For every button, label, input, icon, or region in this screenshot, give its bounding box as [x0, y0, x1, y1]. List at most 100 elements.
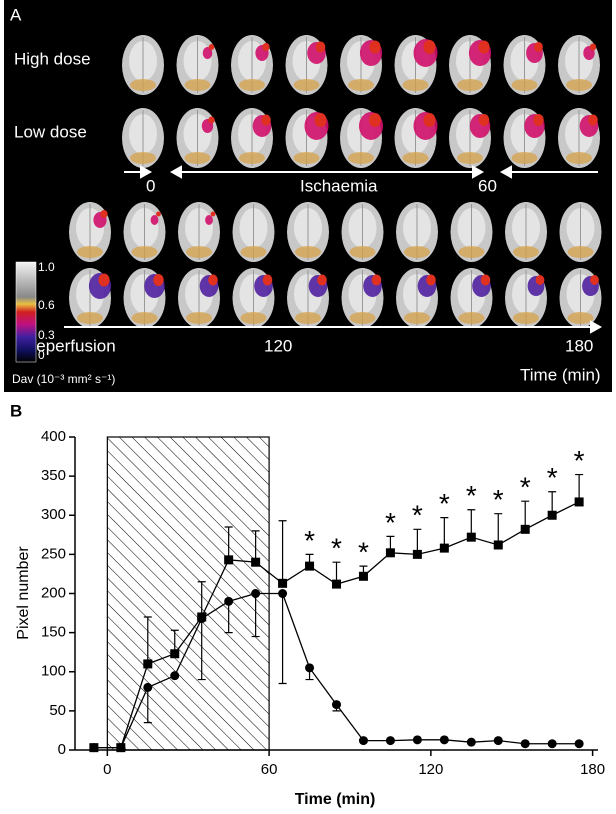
row-label: High dose [14, 49, 91, 68]
significance-mark: * [439, 488, 450, 519]
y-tick-label: 300 [41, 506, 66, 523]
brain-lower [293, 79, 320, 91]
error-bar [440, 516, 449, 549]
y-tick-label: 400 [41, 428, 66, 445]
marker [278, 589, 288, 598]
x-tick-label: 60 [261, 761, 278, 778]
axis-label: 120 [264, 336, 292, 355]
y-tick-label: 0 [58, 741, 66, 758]
marker [520, 524, 530, 534]
lesion-rim [98, 273, 110, 287]
brain-lower [240, 312, 267, 324]
brain-lower [131, 246, 158, 258]
brain-lower [402, 152, 429, 164]
error-bar [224, 526, 233, 560]
y-tick-label: 350 [41, 467, 66, 484]
marker [170, 649, 180, 659]
significance-mark: * [493, 484, 504, 515]
significance-mark: * [385, 507, 396, 538]
significance-mark: * [547, 462, 558, 493]
error-bar [251, 593, 260, 638]
error-bar [224, 601, 233, 634]
brain-lower [184, 152, 211, 164]
brain-lower [513, 312, 539, 324]
marker [332, 700, 341, 710]
time-arrows [64, 165, 603, 334]
marker [412, 735, 422, 745]
x-tick-label: 120 [418, 761, 443, 778]
brain-lower [457, 152, 483, 164]
error-bar [521, 500, 530, 530]
marker [385, 548, 395, 558]
marker [520, 739, 530, 749]
lesion-rim [533, 114, 544, 126]
brain-lower [293, 152, 320, 164]
lesion-rim [315, 41, 326, 53]
brain-lower [295, 246, 321, 258]
lesion-rim [314, 113, 327, 127]
lesion-rim [588, 114, 598, 126]
lesion [202, 47, 213, 59]
brain-images [69, 35, 602, 328]
y-tick-label: 250 [41, 545, 66, 562]
error-bar [494, 513, 503, 545]
axis-label: Ischaemia [300, 176, 378, 195]
y-axis-title: Pixel number [15, 546, 32, 640]
marker [358, 736, 368, 746]
lesion-rim [369, 40, 381, 54]
brain-lower [184, 79, 211, 91]
panel-label: A [10, 5, 22, 24]
error-bar [143, 616, 152, 664]
marker [493, 736, 503, 746]
brain-lower [130, 79, 156, 91]
axis-label: Time (min) [520, 365, 601, 384]
significance-mark: * [358, 537, 369, 568]
significance-mark: * [466, 480, 477, 511]
error-bar [575, 473, 584, 502]
brain-lower [567, 246, 594, 258]
x-axis-title: Time (min) [295, 791, 376, 808]
brain-lower [77, 246, 103, 258]
brain-lower [457, 79, 483, 91]
marker [574, 739, 584, 749]
marker [547, 739, 557, 749]
lesion [150, 215, 159, 225]
lesion-rim [156, 211, 161, 217]
axis-label: 60 [478, 176, 497, 195]
error-bar [251, 530, 260, 563]
lesion-rim [261, 114, 271, 126]
lesion-rim [371, 274, 382, 286]
marker [358, 571, 368, 581]
lesion-rim [590, 275, 599, 285]
marker [466, 532, 476, 542]
shaded-region [106, 436, 270, 751]
lesion-rim [426, 274, 436, 286]
marker [466, 737, 476, 747]
marker [439, 543, 449, 553]
marker [143, 659, 153, 669]
marker [251, 589, 261, 598]
x-tick-label: 0 [103, 761, 111, 778]
marker [143, 682, 153, 692]
y-tick-label: 100 [41, 663, 66, 680]
row-label: Low dose [14, 122, 87, 141]
colorbar-title: Dav (10⁻³ mm² s⁻¹) [12, 372, 115, 386]
brain-lower [349, 312, 376, 324]
lesion-rim [100, 210, 108, 218]
lesion-rim [210, 211, 216, 217]
brain-lower [402, 79, 429, 91]
axis-label: 0 [146, 176, 155, 195]
marker [305, 663, 315, 673]
error-bar [278, 520, 287, 584]
brain-lower [77, 312, 103, 324]
brain-lower [239, 152, 265, 164]
brain-lower [186, 312, 212, 324]
significance-mark: * [412, 500, 423, 531]
brain-lower [404, 312, 430, 324]
marker [197, 614, 207, 624]
colorbar-label: 0.6 [38, 298, 55, 312]
marker [332, 579, 341, 589]
lesion-rim [423, 40, 436, 54]
brain-lower [566, 152, 592, 164]
lesion-rim [153, 274, 164, 286]
